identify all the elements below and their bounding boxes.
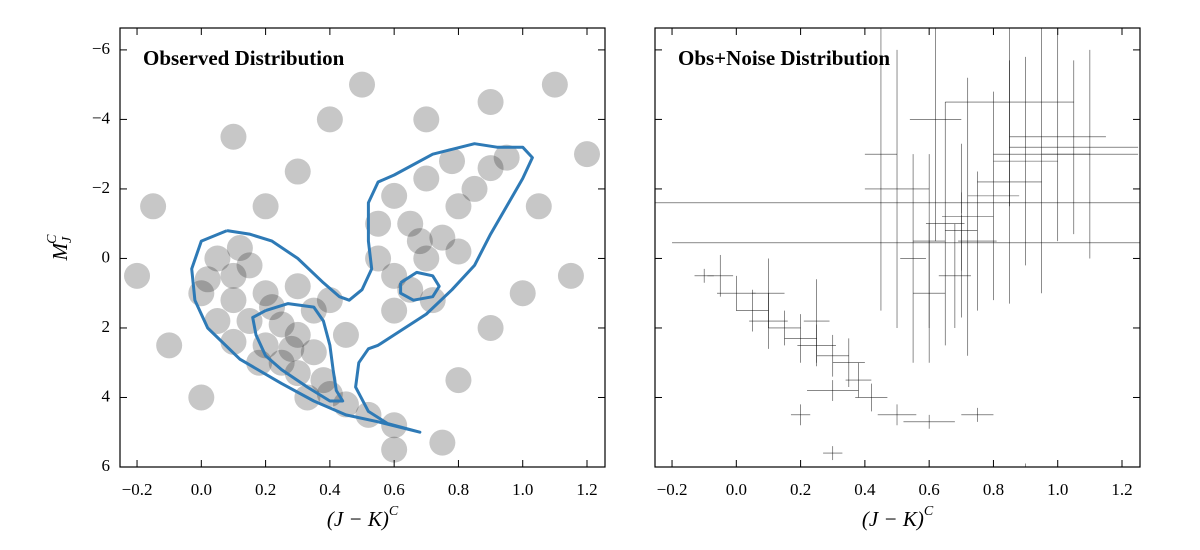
density-point [413,165,440,192]
axes-frame [119,27,606,468]
density-point [477,314,504,341]
x-tick-label: 0.0 [191,480,212,499]
contour [399,270,441,302]
density-point [284,158,311,185]
density-point [220,123,247,150]
density-point [557,262,584,289]
density-point [349,71,376,98]
y-axis-label-sub: J [60,236,75,243]
x-tick-label: 0.4 [854,480,876,499]
x-tick-label: 1.0 [512,480,533,499]
density-point [226,235,253,262]
y-axis-label-text: M [48,242,72,262]
density-point [268,311,295,338]
x-axis-label: (J − K)C [327,504,399,531]
y-axis-label: MJC [45,234,75,262]
density-point [284,273,311,300]
y-tick-label: −2 [92,178,110,197]
density-point [220,287,247,314]
plot-area [124,71,601,463]
x-tick-label: 1.2 [1111,480,1132,499]
density-point [509,280,536,307]
density-point [477,155,504,182]
density-point [439,148,466,175]
density-point [461,175,488,202]
density-point [355,401,382,428]
density-point [204,245,231,272]
contour [251,302,345,403]
y-tick-label: 0 [102,247,111,266]
density-point [316,287,343,314]
x-tick-label: 0.0 [726,480,747,499]
density-point [574,141,601,168]
y-tick-label: 4 [102,386,111,405]
density-point [204,308,231,335]
density-point [284,321,311,348]
y-tick-label: 2 [102,317,111,336]
density-point [316,106,343,133]
plot-area [655,28,1140,467]
x-axis-label-text: (J − K) [327,507,389,531]
density-point [284,360,311,387]
density-point [381,182,408,209]
y-tick-label: 6 [102,456,111,475]
panel-title: Obs+Noise Distribution [678,46,890,70]
density-point [268,349,295,376]
density-point [429,429,456,456]
density-point [413,245,440,272]
panel-title: Observed Distribution [143,46,345,70]
density-point [365,210,392,237]
density-point [419,287,446,314]
density-point [236,308,263,335]
x-tick-label: −0.2 [657,480,688,499]
x-tick-label: 0.6 [919,480,940,499]
x-tick-label: 0.6 [384,480,405,499]
density-point [381,297,408,324]
density-point [541,71,568,98]
density-point [310,367,337,394]
density-point [493,144,520,171]
density-point [194,266,221,293]
density-point [140,193,167,220]
density-point [332,321,359,348]
x-tick-label: 0.2 [255,480,276,499]
density-point [220,262,247,289]
density-point [188,384,215,411]
y-axis-label-sup: C [45,234,60,244]
x-axis-label-sup: C [389,504,399,519]
density-point [156,332,183,359]
contour [190,142,534,434]
x-axis-label-text: (J − K) [862,507,924,531]
x-tick-label: 0.8 [983,480,1004,499]
density-point [381,436,408,463]
density-point [445,193,472,220]
x-axis-label-sup: C [924,504,934,519]
x-axis-label: (J − K)C [862,504,934,531]
density-point [477,89,504,116]
density-point [406,228,433,255]
density-point [413,106,440,133]
density-point [429,224,456,251]
density-point [124,262,151,289]
y-tick-label: −4 [92,108,111,127]
density-point [300,339,327,366]
density-point [445,238,472,265]
density-point [236,252,263,279]
x-tick-label: 0.8 [448,480,469,499]
density-point [525,193,552,220]
density-point [278,335,305,362]
x-tick-label: −0.2 [122,480,153,499]
x-tick-label: 1.0 [1047,480,1068,499]
density-point [445,367,472,394]
axes-frame [654,27,1141,468]
density-point [252,193,279,220]
density-point [252,280,279,307]
x-tick-label: 0.2 [790,480,811,499]
x-tick-label: 0.4 [319,480,341,499]
density-point [397,210,424,237]
x-tick-label: 1.2 [576,480,597,499]
y-tick-label: −6 [92,39,110,58]
